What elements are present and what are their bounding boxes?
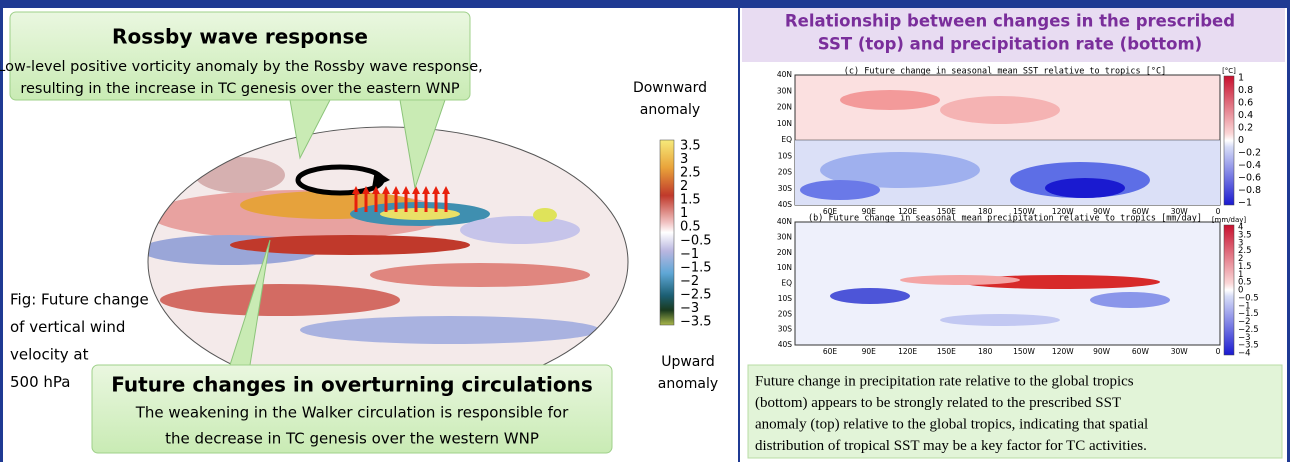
colorbar-label: anomaly: [640, 102, 700, 118]
colorbar-tick: 0: [1238, 135, 1244, 146]
colorbar-tick: 0.8: [1238, 85, 1253, 96]
callout-title: Future changes in overturning circulatio…: [111, 373, 593, 397]
lon-label: 120W: [1052, 347, 1074, 356]
colorbar-unit: [°C]: [1222, 67, 1236, 75]
lat-label: 20S: [778, 309, 793, 318]
colorbar: [660, 140, 674, 325]
callout-body: The weakening in the Walker circulation …: [135, 404, 569, 422]
lon-label: 150W: [1013, 347, 1035, 356]
figure-caption: 500 hPa: [10, 373, 70, 391]
figure-caption: Fig: Future change: [10, 291, 149, 309]
colorbar-tick: −0.6: [1238, 173, 1261, 184]
callout-body: Low-level positive vorticity anomaly by …: [0, 59, 483, 75]
sst-colorbar: [1224, 76, 1234, 205]
lon-label: 0: [1216, 347, 1221, 356]
summary-text: distribution of tropical SST may be a ke…: [755, 438, 1147, 454]
map-title: (c) Future change in seasonal mean SST r…: [844, 67, 1166, 77]
lat-label: 30S: [778, 325, 793, 334]
lat-label: 30N: [777, 232, 792, 241]
slide: Rossby wave response Low-level positive v…: [0, 0, 1290, 462]
summary-text: Future change in precipitation rate rela…: [755, 373, 1134, 389]
top-bar: [0, 0, 1290, 8]
lat-label: EQ: [781, 135, 792, 144]
figure-caption: velocity at: [10, 346, 89, 364]
colorbar-tick: 0.2: [1238, 123, 1253, 134]
panel-title: SST (top) and precipitation rate (bottom…: [818, 35, 1202, 54]
colorbar-tick: 0.4: [1238, 110, 1253, 121]
panel-title: Relationship between changes in the pres…: [785, 12, 1235, 31]
colorbar-tick: −0.4: [1238, 160, 1261, 171]
summary-text: (bottom) appears to be strongly related …: [755, 395, 1121, 411]
callout-body: resulting in the increase in TC genesis …: [20, 81, 460, 97]
colorbar-label: Upward: [661, 354, 715, 370]
colorbar-tick: −3.5: [680, 315, 712, 330]
lon-label: 0: [1216, 207, 1221, 216]
colorbar-tick: 1: [1238, 73, 1244, 84]
sst-map: [795, 75, 1220, 205]
divider: [738, 8, 740, 462]
colorbar-label: Downward: [633, 80, 707, 96]
colorbar-tick: −0.2: [1238, 148, 1261, 159]
lat-label: 10S: [778, 294, 793, 303]
lat-label: 40N: [777, 217, 792, 226]
lon-label: 60E: [823, 347, 838, 356]
callout-title: Rossby wave response: [112, 25, 368, 49]
lat-label: 20N: [777, 103, 792, 112]
lat-label: 40N: [777, 70, 792, 79]
lat-label: 10S: [778, 151, 793, 160]
precip-map: [795, 222, 1220, 345]
callout-body: the decrease in TC genesis over the west…: [165, 430, 539, 448]
lat-label: 10N: [777, 263, 792, 272]
colorbar-tick: 0.6: [1238, 98, 1253, 109]
precip-colorbar: [1224, 225, 1234, 355]
lat-label: EQ: [781, 279, 792, 288]
lon-label: 180: [978, 347, 993, 356]
lon-label: 90W: [1093, 347, 1111, 356]
figure-caption: of vertical wind: [10, 318, 125, 336]
page: {"left": { "rossby": {"title": "Rossby w…: [0, 0, 1290, 466]
lon-label: 30W: [1171, 347, 1189, 356]
colorbar-tick: −0.8: [1238, 185, 1261, 196]
map-title: (b) Future change in seasonal mean preci…: [808, 214, 1202, 224]
lon-label: 90E: [862, 347, 877, 356]
lat-label: 30S: [778, 184, 793, 193]
lat-label: 40S: [778, 200, 793, 209]
lon-label: 60W: [1132, 347, 1150, 356]
colorbar-label: anomaly: [658, 376, 718, 392]
lon-label: 120E: [898, 347, 917, 356]
lat-label: 10N: [777, 119, 792, 128]
lat-label: 20S: [778, 168, 793, 177]
lon-label: 150E: [937, 347, 956, 356]
colorbar-tick: −1: [1238, 198, 1252, 209]
summary-text: anomaly (top) relative to the global tro…: [755, 416, 1148, 432]
lat-label: 20N: [777, 248, 792, 257]
colorbar-tick: −4: [1238, 349, 1251, 359]
lat-label: 30N: [777, 86, 792, 95]
lat-label: 40S: [778, 340, 793, 349]
